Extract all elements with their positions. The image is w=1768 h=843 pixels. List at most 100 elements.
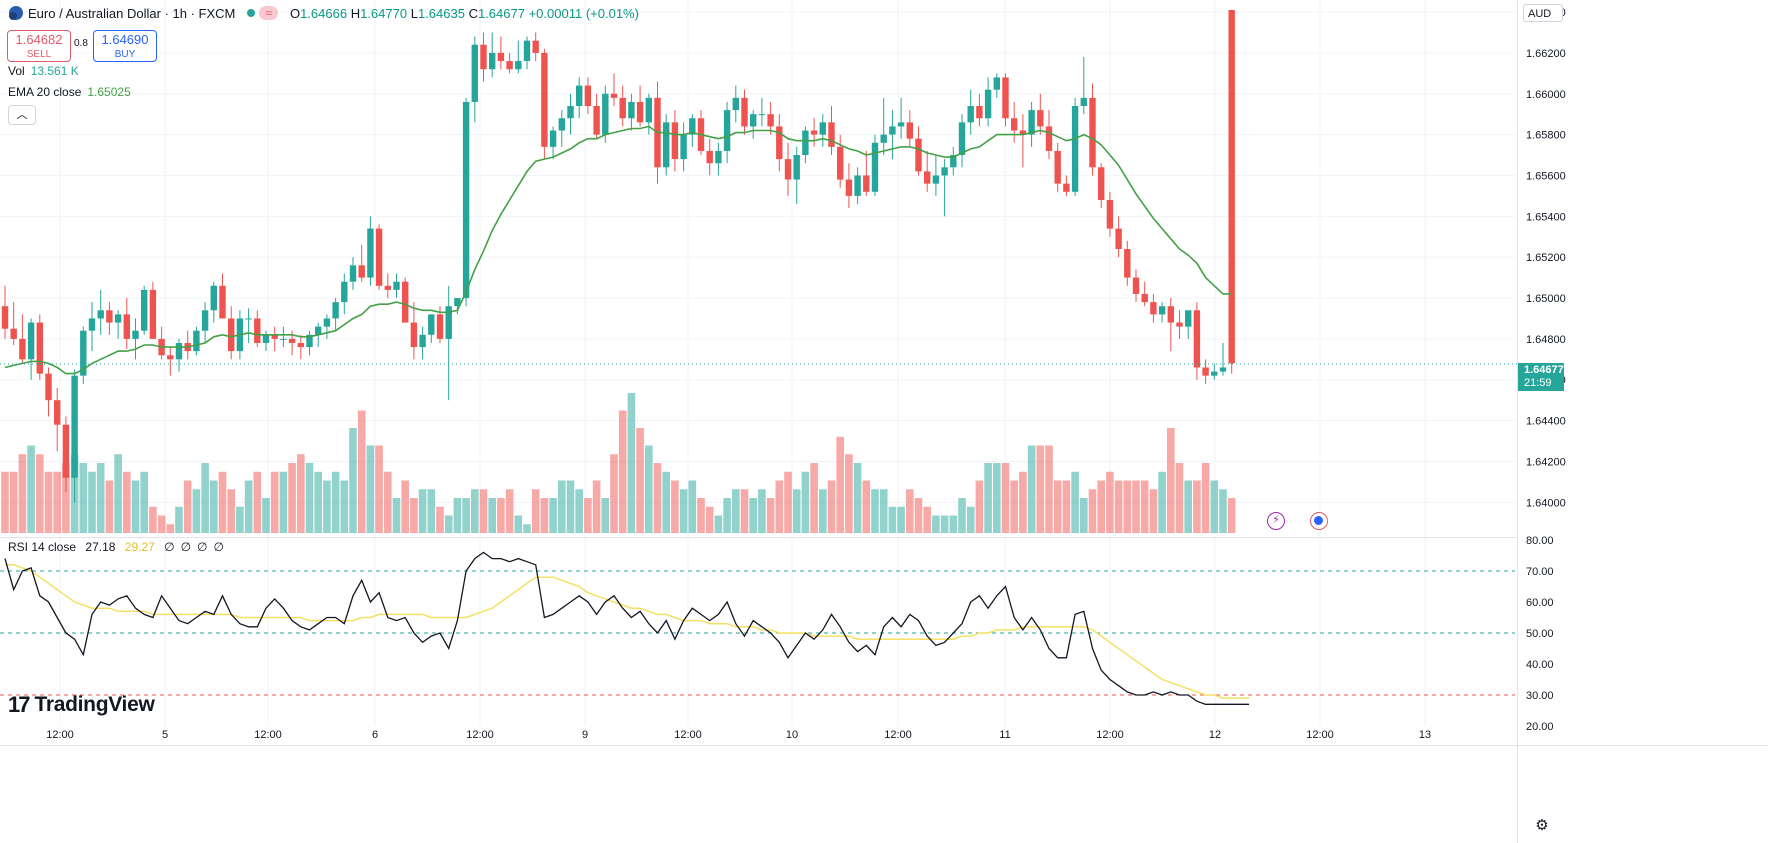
time-tick-label: 12:00 [254, 729, 282, 741]
buy-button[interactable]: 1.64690 BUY [93, 30, 157, 62]
candle [967, 89, 974, 135]
candle [793, 146, 800, 205]
volume-bar [323, 480, 331, 533]
candle [993, 73, 1000, 98]
candle [837, 134, 844, 188]
candle [802, 126, 809, 164]
candle [1124, 240, 1131, 286]
volume-bar [1227, 498, 1236, 533]
price-tick-label: 1.65000 [1526, 293, 1566, 305]
volume-bar [1219, 489, 1227, 533]
volume-bar [44, 471, 53, 533]
candle [1167, 298, 1174, 352]
volume-bar [932, 515, 940, 533]
volume-bar [1019, 471, 1027, 533]
candle [219, 273, 226, 319]
volume-bar [123, 471, 131, 533]
candle [906, 110, 913, 147]
volume-bar [1010, 480, 1018, 533]
chevron-up-icon[interactable]: ︿ [8, 105, 36, 125]
symbol-title[interactable]: Euro / Australian Dollar · 1h · FXCM [28, 5, 236, 21]
price-tick-label: 1.66200 [1526, 48, 1566, 60]
candle [706, 138, 713, 176]
currency-selector[interactable]: AUD [1523, 4, 1563, 22]
candle [1019, 114, 1027, 168]
rsi-scale[interactable]: 80.00 70.00 60.00 50.00 40.00 30.00 20.00 [1526, 535, 1554, 733]
volume-bar [297, 454, 305, 533]
candle [71, 369, 78, 503]
volume-bar [340, 480, 349, 533]
candle [201, 302, 209, 343]
volume-bar [1132, 480, 1140, 533]
economic-event-icon[interactable] [1310, 512, 1328, 530]
candle [532, 32, 539, 62]
candle [1176, 310, 1183, 339]
candle [254, 310, 261, 348]
ema-legend[interactable]: EMA 20 close 1.65025 [8, 85, 131, 99]
candle [280, 326, 287, 348]
delayed-data-badge[interactable]: ≈ [259, 6, 278, 20]
candle [1115, 216, 1122, 258]
price-change: +0.00011 (+0.01%) [528, 5, 639, 21]
sell-button[interactable]: 1.64682 SELL [7, 30, 71, 62]
time-tick-label: 13 [1419, 729, 1431, 741]
volume-bar [218, 471, 227, 533]
candle [158, 326, 165, 360]
time-tick-label: 12:00 [1096, 729, 1124, 741]
candle [828, 106, 835, 156]
rsi-legend[interactable]: RSI 14 close 27.18 29.27 ∅ ∅ ∅ ∅ [8, 540, 224, 554]
rsi-tick-label: 40.00 [1526, 659, 1554, 671]
volume-legend[interactable]: Vol 13.561 K [8, 64, 79, 78]
volume-bar [131, 480, 140, 533]
volume-bar [1027, 445, 1036, 533]
volume-bar [384, 471, 392, 533]
volume-bar [714, 515, 723, 533]
lightning-icon[interactable]: ⚡ [1267, 512, 1285, 530]
volume-bar [1114, 480, 1123, 533]
time-tick-label: 10 [786, 729, 798, 741]
candle [88, 302, 96, 352]
candle [1202, 359, 1209, 384]
candle [984, 77, 992, 127]
time-tick-label: 12:00 [466, 729, 494, 741]
volume-bar [1123, 480, 1132, 533]
volume-bar [906, 489, 914, 533]
volume-bar [801, 471, 810, 533]
volume-bar [775, 480, 784, 533]
candle [349, 257, 357, 290]
candle [489, 32, 496, 78]
settings-gear-icon[interactable]: ⚙ [1535, 817, 1549, 834]
candle [897, 97, 905, 139]
candle [1080, 56, 1087, 115]
candle [645, 93, 652, 135]
volume-bar [88, 471, 96, 533]
rsi-tick-label: 20.00 [1526, 721, 1554, 733]
candle [454, 298, 461, 315]
volume-bar [740, 489, 749, 533]
sell-label: SELL [26, 49, 52, 60]
volume-bar [453, 498, 462, 533]
symbol-flag-icon [9, 6, 23, 20]
candle [1063, 175, 1070, 196]
time-tick-label: 12:00 [1306, 729, 1334, 741]
volume-bar [1175, 463, 1184, 533]
price-scale[interactable]: 1.664001.662001.660001.658001.656001.654… [1526, 7, 1566, 509]
volume-bar [1, 471, 9, 533]
candle [375, 224, 383, 290]
candle [784, 142, 792, 196]
volume-bar [601, 498, 610, 533]
chart-header: Euro / Australian Dollar · 1h · FXCM ≈ O… [0, 0, 639, 26]
candle [854, 167, 861, 205]
volume-bar [914, 498, 923, 533]
volume-bar [845, 454, 853, 533]
candle [584, 77, 592, 115]
candle [1211, 363, 1218, 380]
volume-bar [9, 471, 18, 533]
volume-bar [584, 498, 592, 533]
volume-bar [253, 471, 262, 533]
volume-bar [488, 498, 496, 533]
candle [497, 36, 505, 70]
tradingview-logo[interactable]: 17 TradingView [8, 692, 155, 717]
time-axis[interactable]: 12:00 5 12:00 6 12:00 9 12:00 10 12:00 11 12:00 12 1… [46, 729, 1431, 741]
